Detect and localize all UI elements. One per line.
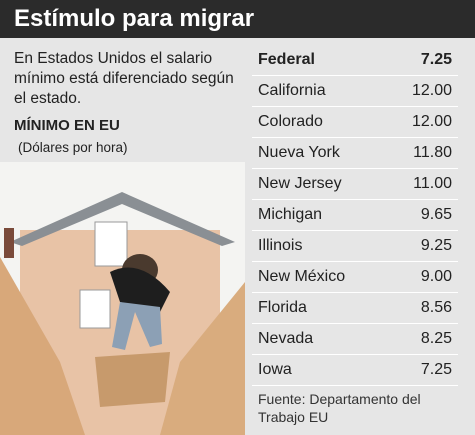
state-name: New México	[258, 268, 346, 285]
photo	[0, 162, 245, 435]
state-name: New Jersey	[258, 175, 342, 192]
wage-value: 9.00	[420, 268, 452, 285]
wage-value: 12.00	[411, 113, 452, 130]
state-name: Iowa	[258, 361, 292, 378]
wage-value: 8.56	[420, 299, 452, 316]
intro-text: En Estados Unidos el salario mínimo está…	[14, 50, 234, 107]
worker-jeans	[112, 302, 162, 350]
roof	[10, 192, 235, 246]
table-row: Illinois 9.25	[252, 231, 458, 262]
header-bar: Estímulo para migrar	[0, 0, 475, 38]
beam	[95, 352, 170, 407]
wage-value: 11.00	[413, 175, 452, 192]
worker-shirt	[110, 267, 170, 312]
state-name: Federal	[258, 51, 315, 68]
state-name: California	[258, 82, 326, 99]
unit-note: (Dólares por hora)	[18, 140, 128, 155]
wage-value: 9.25	[420, 237, 452, 254]
wage-value: 9.65	[420, 206, 452, 223]
table-row: Florida 8.56	[252, 293, 458, 324]
table-row: Iowa 7.25	[252, 355, 458, 386]
beam	[0, 257, 85, 435]
table-row: Colorado 12.00	[252, 107, 458, 138]
wage-value: 11.80	[413, 144, 452, 161]
window	[79, 289, 111, 329]
state-name: Michigan	[258, 206, 323, 223]
state-name: Nevada	[258, 330, 314, 347]
state-name: Illinois	[258, 237, 303, 254]
table-row: California 12.00	[252, 76, 458, 107]
wage-table: Federal 7.25 California 12.00 Colorado 12.00 N…	[252, 45, 458, 386]
source: Fuente: Departamento del Trabajo EU	[258, 391, 421, 425]
table-row: New Jersey 11.00	[252, 169, 458, 200]
wage-value: 12.00	[411, 82, 452, 99]
window	[94, 221, 128, 267]
state-name: Colorado	[258, 113, 323, 130]
table-row: Nevada 8.25	[252, 324, 458, 355]
beam	[160, 282, 245, 435]
table-row: Michigan 9.65	[252, 200, 458, 231]
table-row: Nueva York 11.80	[252, 138, 458, 169]
chimney	[4, 228, 14, 258]
table-row: New México 9.00	[252, 262, 458, 293]
wage-value: 8.25	[420, 330, 452, 347]
title: Estímulo para migrar	[14, 5, 255, 32]
table-row: Federal 7.25	[252, 45, 458, 76]
state-name: Nueva York	[258, 144, 340, 161]
wage-value: 7.25	[420, 361, 452, 378]
wage-value: 7.25	[420, 51, 452, 68]
subtitle: MÍNIMO EN EU	[14, 117, 120, 134]
state-name: Florida	[258, 299, 307, 316]
